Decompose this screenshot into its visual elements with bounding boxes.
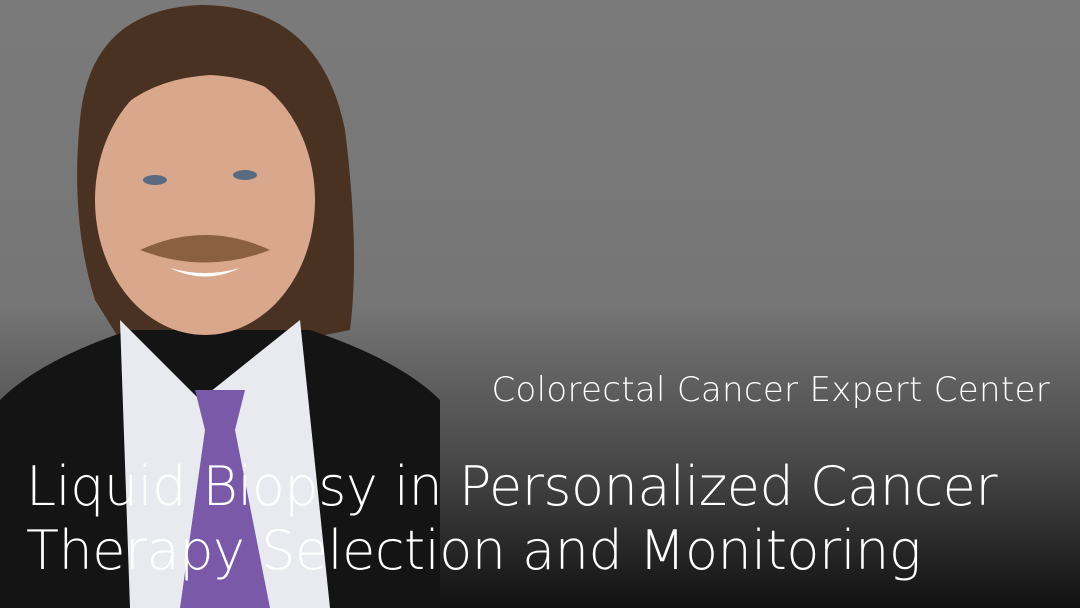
title-line-1: Liquid Biopsy in Personalized Cancer [26, 455, 998, 518]
subtitle: Colorectal Cancer Expert Center [491, 370, 1050, 410]
page-title: Liquid Biopsy in Personalized Cancer The… [26, 455, 998, 583]
title-line-2: Therapy Selection and Monitoring [26, 519, 921, 582]
portrait-photo [0, 5, 440, 608]
